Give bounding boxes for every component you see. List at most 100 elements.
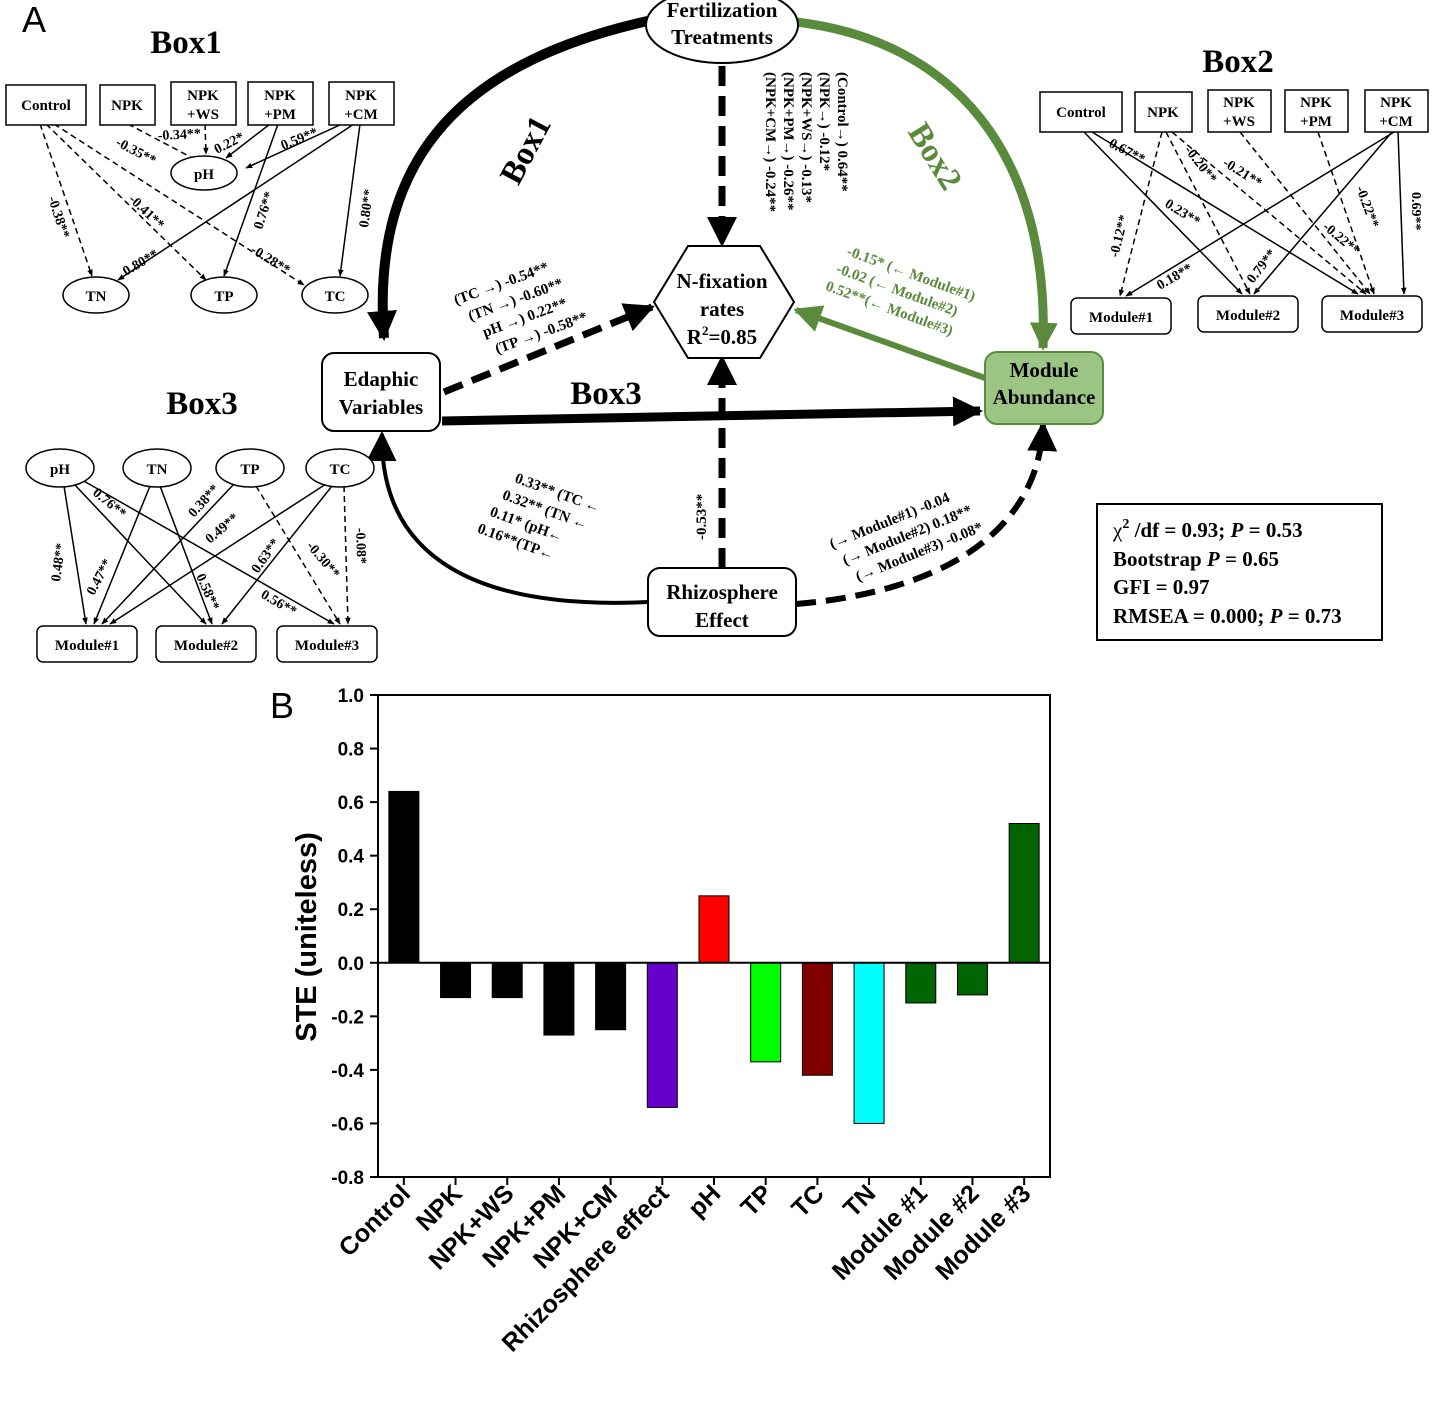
chart-bar xyxy=(1008,823,1040,964)
box2-diagram: Box2 Control NPK NPK +WS NPK +PM xyxy=(1039,44,1429,335)
chart-y-tick-label: 1.0 xyxy=(338,686,364,707)
edaphic-node: Edaphic Variables xyxy=(321,352,441,432)
chart-y-tick-label: 0.2 xyxy=(338,900,364,921)
box2-source-npk-pm: NPK +PM xyxy=(1284,89,1349,133)
svg-text:NPK: NPK xyxy=(1300,95,1332,111)
box2-source-npk-ws: NPK +WS xyxy=(1207,89,1272,133)
box1-coef: 0.22* xyxy=(212,130,247,158)
nfix-r2: R2=0.85 xyxy=(687,323,757,349)
fert-coef: (NPK+CM→) -0.24** xyxy=(762,72,778,212)
box1-coef: -0.34** xyxy=(157,127,201,144)
box1-target-ph: pH xyxy=(170,155,238,191)
edaphic-coefs: (TC →) -0.54** (TN →) -0.60** pH →) 0.22… xyxy=(452,260,590,358)
box2-coef: -0.20** xyxy=(1181,143,1219,186)
svg-text:NPK: NPK xyxy=(1147,105,1179,121)
svg-text:+WS: +WS xyxy=(1223,114,1255,130)
box2-source-npk-cm: NPK +CM xyxy=(1364,89,1429,133)
box2-coef: -0.12** xyxy=(1107,213,1132,259)
box2-coef: 0.79** xyxy=(1244,247,1280,287)
svg-text:TN: TN xyxy=(147,462,168,478)
nfix-node: N-fixation rates R2=0.85 xyxy=(652,245,796,359)
chart-y-tick-label: -0.8 xyxy=(331,1168,364,1189)
box1-coef: 0.80** xyxy=(121,247,162,279)
fit-bootstrap-line: Bootstrap P = 0.65 xyxy=(1113,547,1279,571)
fertilization-label-line2: Treatments xyxy=(671,25,773,49)
rhizo-module-coefs: (→ Module#1) -0.04 (→ Module#2) 0.18** (… xyxy=(828,490,986,586)
box3-title: Box3 xyxy=(166,386,238,422)
arc-rhizo-to-module xyxy=(795,421,1058,607)
ste-bar-chart: STE (uniteless) 1.0 0.8 0.6 0.4 0.2 0.0 -0.2 -0… xyxy=(291,686,1051,1357)
chart-categories: ControlNPKNPK+WSNPK+PMNPK+CMRhizosphere … xyxy=(333,1177,1036,1357)
svg-text:NPK: NPK xyxy=(187,88,219,104)
chart-y-tick-label: -0.4 xyxy=(331,1061,364,1082)
rhizo-label-line1: Rhizosphere xyxy=(666,580,778,604)
fert-coef: (NPK→) -0.12* xyxy=(816,72,832,171)
panel-b-label: B xyxy=(270,685,294,726)
chart-bar xyxy=(543,962,575,1036)
nfix-label-line1: N-fixation xyxy=(677,269,768,293)
chart-bar xyxy=(491,962,523,999)
box1-source-npk: NPK xyxy=(99,84,156,126)
box1-target-tp: TP xyxy=(190,276,258,314)
svg-text:Module#3: Module#3 xyxy=(1340,308,1404,324)
svg-text:TC: TC xyxy=(330,462,351,478)
box2-coef: -0.21** xyxy=(1220,156,1265,192)
chart-frame xyxy=(377,694,1051,1178)
chart-bars xyxy=(378,790,1050,1124)
fit-rmsea-line: RMSEA = 0.000; P = 0.73 xyxy=(1113,604,1342,628)
svg-text:Control: Control xyxy=(1056,105,1106,121)
chart-category-label: TC xyxy=(786,1179,829,1222)
chart-y-tick-label: 0.6 xyxy=(338,793,364,814)
fit-chi-line: χ2 /df = 0.93; P = 0.53 xyxy=(1112,517,1303,542)
box2-target-module2: Module#2 xyxy=(1197,295,1299,333)
svg-text:Control: Control xyxy=(21,98,71,114)
chart-y-ticks: 1.0 0.8 0.6 0.4 0.2 0.0 -0.2 -0.4 -0.6 -0.8 xyxy=(331,686,378,1189)
box1-target-tn: TN xyxy=(62,276,130,314)
chart-y-tick-label: -0.6 xyxy=(331,1114,364,1135)
box3-coef: 0.58** xyxy=(192,572,221,613)
chart-bar xyxy=(698,895,730,964)
arc-fert-to-module xyxy=(795,17,1058,351)
chart-bar xyxy=(801,962,833,1076)
box1-coef: -0.28** xyxy=(248,243,293,279)
fit-gfi-line: GFI = 0.97 xyxy=(1113,575,1210,599)
svg-text:pH: pH xyxy=(194,167,214,183)
chart-bar xyxy=(853,962,885,1124)
svg-text:+PM: +PM xyxy=(264,107,296,123)
box1-coef: 0.76** xyxy=(252,190,278,231)
chart-bar xyxy=(595,962,627,1031)
svg-text:NPK: NPK xyxy=(1223,95,1255,111)
main-box1-label: Box1 xyxy=(493,110,558,190)
svg-text:NPK: NPK xyxy=(264,88,296,104)
chart-category-label: TN xyxy=(838,1179,881,1222)
svg-text:TP: TP xyxy=(240,462,259,478)
svg-text:TN: TN xyxy=(86,289,107,305)
chart-y-axis-label: STE (uniteless) xyxy=(291,832,323,1042)
arrow-module-to-nfix xyxy=(793,305,987,381)
box1-coef: 0.59** xyxy=(279,125,320,153)
svg-text:Module#2: Module#2 xyxy=(174,638,238,654)
arrow-edaphic-to-nfix xyxy=(442,303,655,396)
fertilization-label-line1: Fertilization xyxy=(667,0,778,22)
box1-coef: -0.41** xyxy=(125,192,166,233)
box2-coef: 0.69** xyxy=(1408,192,1423,231)
box3-source-ph: pH xyxy=(25,448,95,488)
fert-coef: (NPK+PM→) -0.26** xyxy=(780,72,796,211)
module-node: Module Abundance xyxy=(984,351,1104,425)
box2-target-module3: Module#3 xyxy=(1321,295,1423,333)
module-label-line2: Abundance xyxy=(993,385,1096,409)
chart-bar xyxy=(956,962,988,996)
chart-category-label: TP xyxy=(736,1179,778,1221)
fertilization-node: Fertilization Treatments xyxy=(645,0,799,64)
chart-category-label: pH xyxy=(683,1179,726,1222)
box2-coef: -0.22** xyxy=(1352,184,1381,230)
box3-source-tn: TN xyxy=(122,448,192,488)
fert-coefs: (Control→) 0.64** (NPK→) -0.12* (NPK+WS→… xyxy=(762,72,850,212)
svg-text:Module#2: Module#2 xyxy=(1216,308,1280,324)
chart-bar xyxy=(646,962,678,1108)
svg-text:NPK: NPK xyxy=(111,98,143,114)
rhizo-label-line2: Effect xyxy=(695,608,749,632)
main-path-diagram: Fertilization Treatments N-fixation rate… xyxy=(321,0,1104,637)
chart-bar xyxy=(388,790,420,964)
box1-target-tc: TC xyxy=(301,276,369,314)
